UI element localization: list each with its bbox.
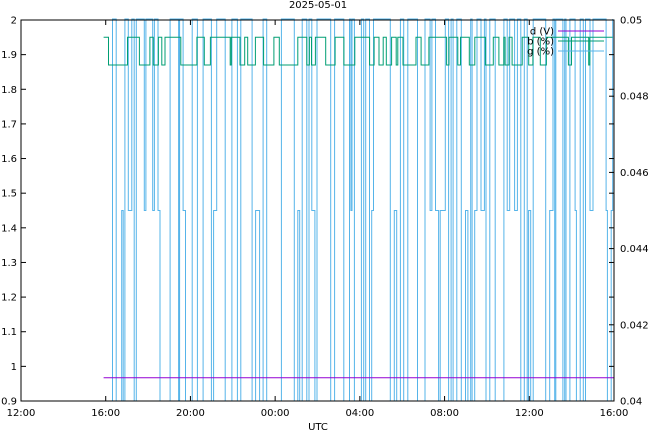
- legend-label: d (V): [530, 27, 554, 38]
- y2-tick-label: 0.046: [620, 168, 649, 179]
- chart-title: 2025-05-01: [289, 0, 347, 11]
- y-tick-label: 1.2: [1, 293, 17, 304]
- axes-layer: 0.9 1 1.1 1.2 1.3 1.4 1.5 1.6 1.7 1.8 1.9 2 0.04 0.04…: [1, 16, 649, 420]
- y-tick-label: 2: [11, 16, 17, 27]
- x-tick-label: 12:00: [515, 408, 544, 419]
- y2-tick-label: 0.05: [620, 16, 642, 27]
- y-tick-label: 1.5: [1, 189, 17, 200]
- y-tick-label: 1: [11, 362, 17, 373]
- y-tick-label: 1.9: [1, 50, 17, 61]
- x-tick-label: 16:00: [91, 408, 120, 419]
- y2-tick-label: 0.044: [620, 244, 649, 255]
- y-tick-label: 0.9: [1, 397, 17, 408]
- y-tick-label: 1.7: [1, 119, 17, 130]
- y-tick-label: 1.1: [1, 327, 17, 338]
- x-tick-label: 12:00: [7, 408, 36, 419]
- y2-tick-label: 0.04: [620, 397, 642, 408]
- x-tick-label: 00:00: [261, 408, 290, 419]
- y-tick-label: 1.4: [1, 223, 17, 234]
- x-axis-label: UTC: [308, 422, 328, 432]
- y-tick-label: 1.3: [1, 258, 17, 269]
- plot-frame: [20, 19, 615, 402]
- y2-tick-label: 0.048: [620, 92, 649, 103]
- series-line-b: [103, 36, 613, 66]
- legend-label: b (%): [527, 37, 554, 48]
- y2-tick-label: 0.042: [620, 320, 649, 331]
- y-tick-label: 1.6: [1, 154, 17, 165]
- x-tick-label: 08:00: [430, 408, 459, 419]
- legend: d (V)b (%)g (%): [527, 27, 604, 58]
- x-tick-label: 20:00: [176, 408, 205, 419]
- x-tick-label: 04:00: [345, 408, 374, 419]
- y-tick-label: 1.8: [1, 85, 17, 96]
- x-tick-label: 16:00: [600, 408, 629, 419]
- legend-label: g (%): [527, 47, 554, 58]
